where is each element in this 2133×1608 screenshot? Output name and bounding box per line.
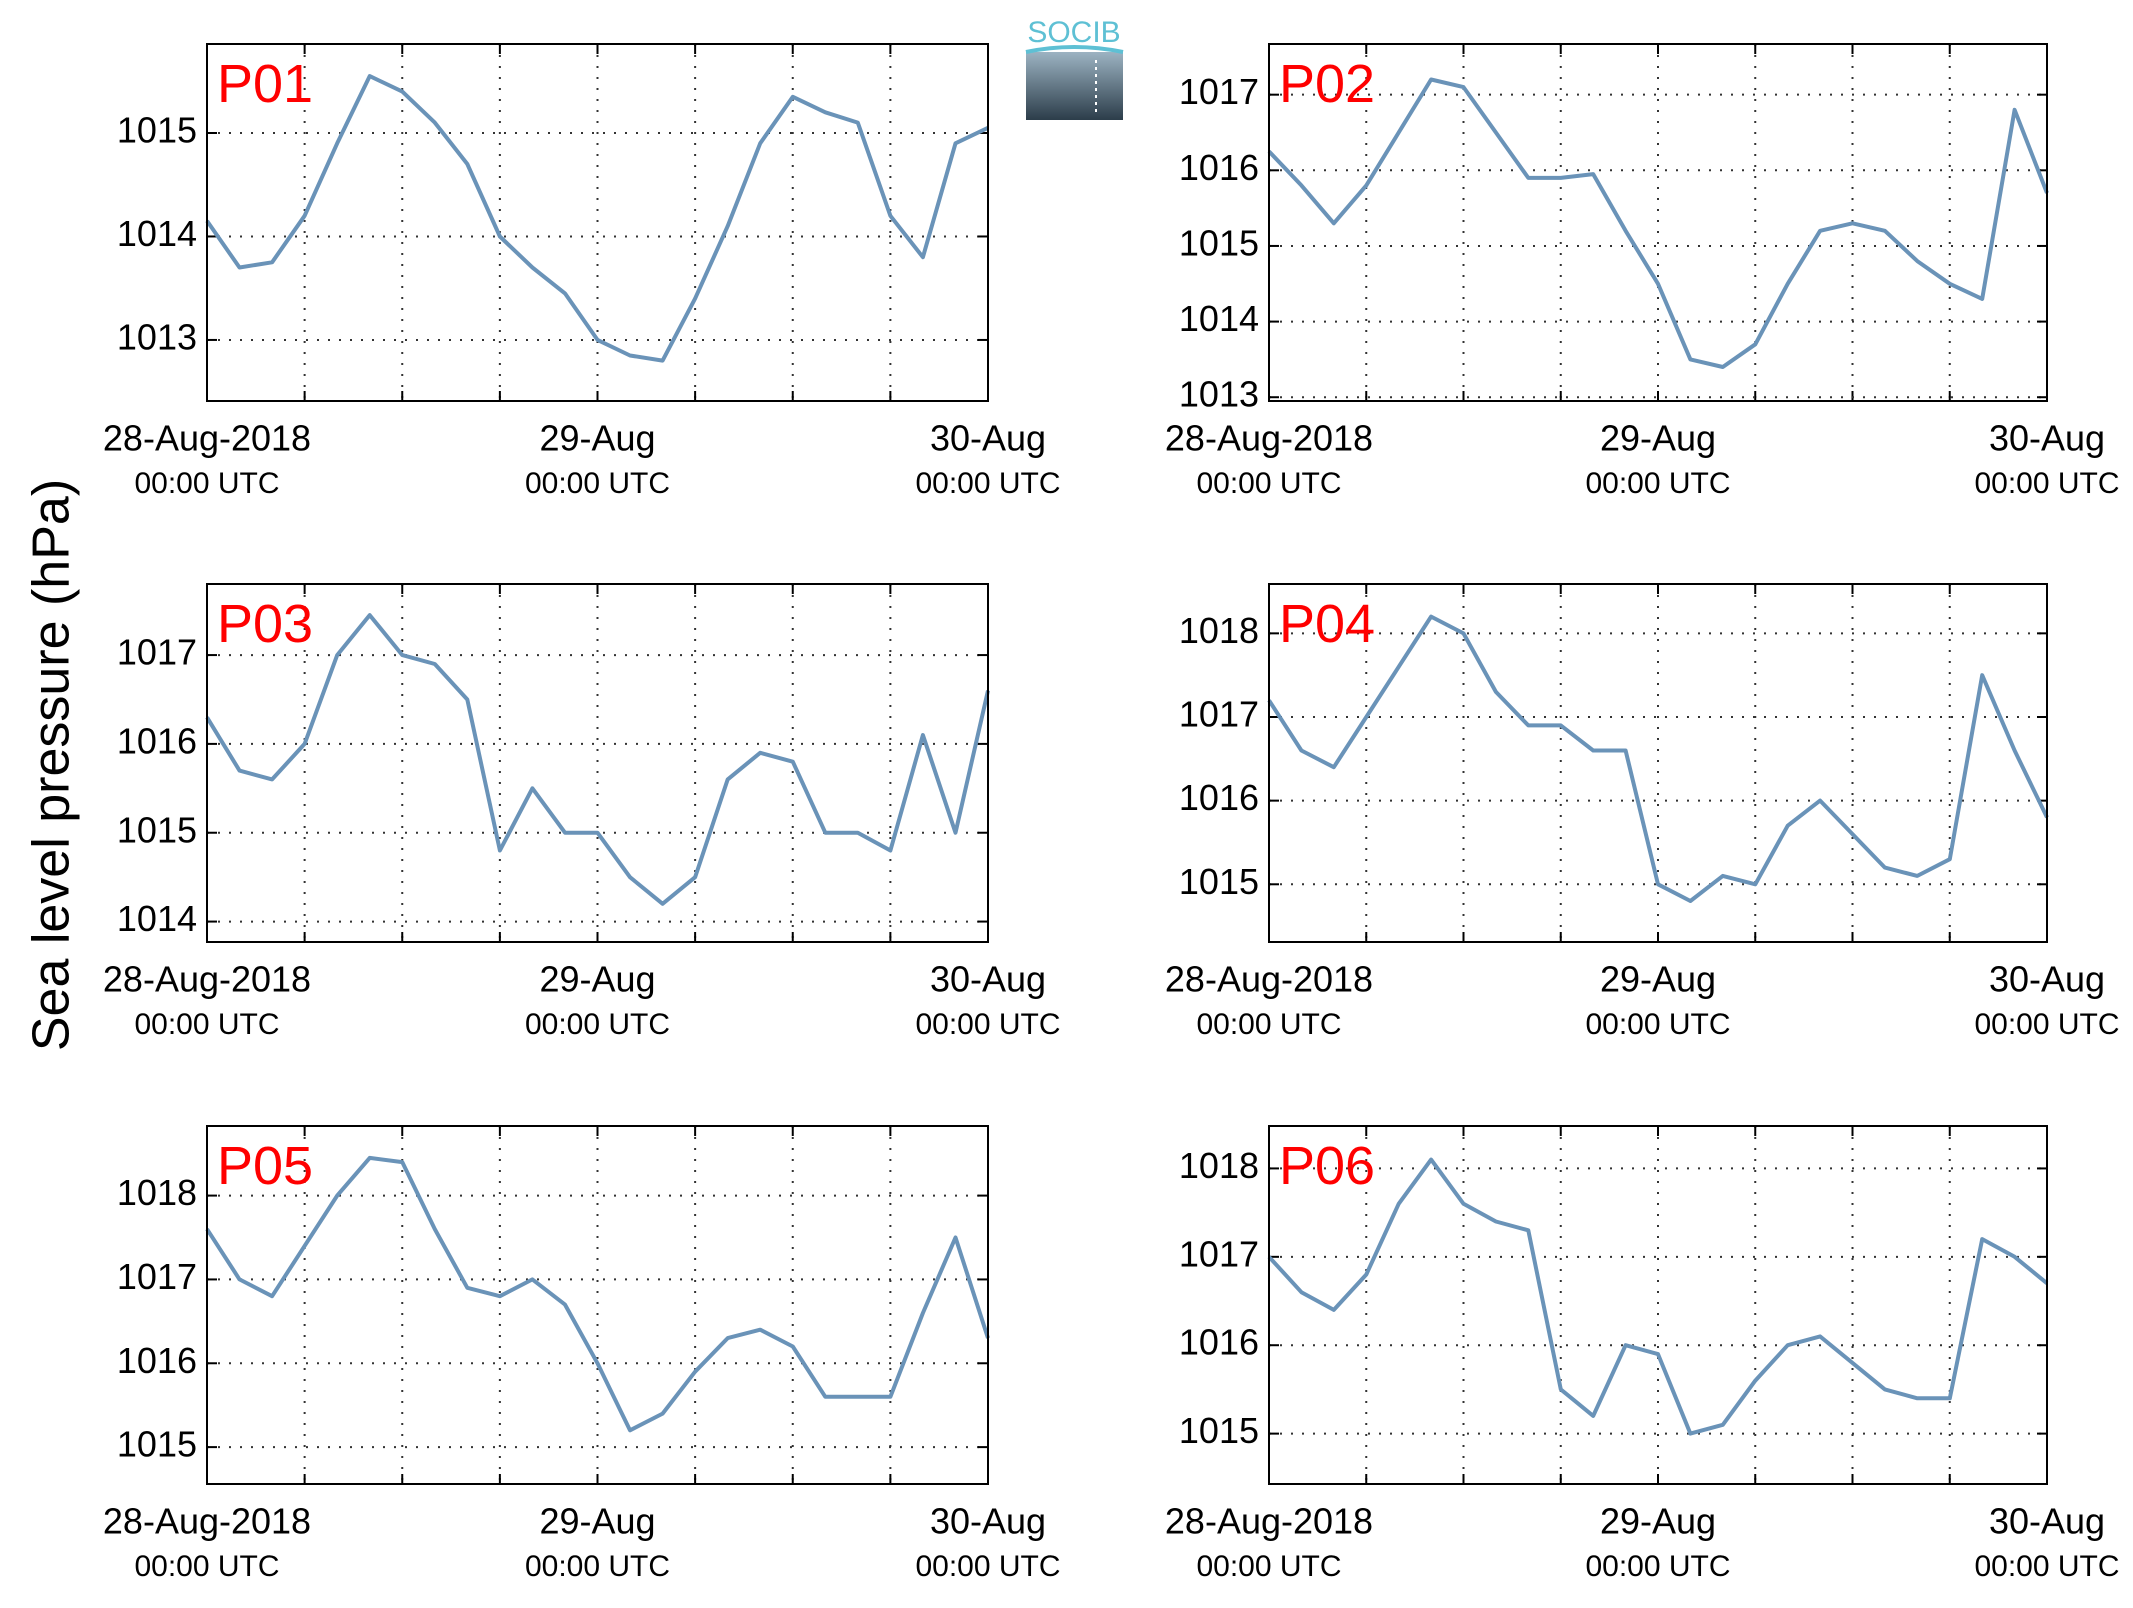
x-tick-sublabel: 00:00 UTC bbox=[915, 1008, 1060, 1041]
x-tick-label: 29-Aug bbox=[539, 418, 655, 459]
x-tick-sublabel: 00:00 UTC bbox=[525, 467, 670, 500]
x-tick-sublabel: 00:00 UTC bbox=[915, 467, 1060, 500]
y-tick-label: 1016 bbox=[117, 720, 197, 761]
y-tick-label: 1014 bbox=[1179, 298, 1259, 339]
x-tick-sublabel: 00:00 UTC bbox=[1585, 1550, 1730, 1583]
y-tick-label: 1016 bbox=[1179, 147, 1259, 188]
y-tick-label: 1013 bbox=[1179, 374, 1259, 415]
y-tick-label: 1017 bbox=[1179, 71, 1259, 112]
subplot: 28-Aug-2018 00:00 UTC 29-Aug 00:00 UTC 30-Au… bbox=[1165, 1125, 2120, 1583]
x-tick-label: 30-Aug bbox=[930, 959, 1046, 1000]
x-tick-sublabel: 00:00 UTC bbox=[1585, 467, 1730, 500]
data-line bbox=[205, 613, 990, 906]
x-tick-sublabel: 00:00 UTC bbox=[1196, 1008, 1341, 1041]
logo-block bbox=[1026, 52, 1123, 120]
x-tick-label: 29-Aug bbox=[539, 1501, 655, 1542]
x-tick-label: 30-Aug bbox=[930, 1501, 1046, 1542]
x-tick-label: 28-Aug-2018 bbox=[103, 418, 311, 459]
x-tick-sublabel: 00:00 UTC bbox=[1585, 1008, 1730, 1041]
y-tick-label: 1015 bbox=[1179, 861, 1259, 902]
x-tick-sublabel: 00:00 UTC bbox=[134, 1550, 279, 1583]
subplot: 28-Aug-2018 00:00 UTC 29-Aug 00:00 UTC 30-Au… bbox=[103, 583, 1061, 1041]
x-tick-sublabel: 00:00 UTC bbox=[525, 1008, 670, 1041]
y-tick-label: 1014 bbox=[117, 213, 197, 254]
x-tick-sublabel: 00:00 UTC bbox=[1974, 467, 2119, 500]
y-tick-label: 1015 bbox=[1179, 1410, 1259, 1451]
y-tick-label: 1017 bbox=[1179, 1233, 1259, 1274]
y-tick-label: 1016 bbox=[117, 1340, 197, 1381]
y-tick-label: 1015 bbox=[117, 110, 197, 151]
y-tick-label: 1018 bbox=[117, 1172, 197, 1213]
panel-title: P01 bbox=[217, 54, 313, 114]
panel-title: P04 bbox=[1279, 594, 1375, 654]
x-tick-label: 28-Aug-2018 bbox=[1165, 1501, 1373, 1542]
logo-wave bbox=[1025, 45, 1124, 54]
x-tick-label: 30-Aug bbox=[1989, 418, 2105, 459]
x-tick-sublabel: 00:00 UTC bbox=[134, 467, 279, 500]
x-tick-label: 30-Aug bbox=[930, 418, 1046, 459]
logo-text: SOCIB bbox=[1027, 16, 1120, 49]
x-tick-sublabel: 00:00 UTC bbox=[134, 1008, 279, 1041]
panel-title: P06 bbox=[1279, 1136, 1375, 1196]
y-tick-label: 1017 bbox=[117, 1256, 197, 1297]
plot-frame bbox=[206, 1125, 989, 1485]
data-line bbox=[1267, 77, 2049, 369]
plot-frame bbox=[1268, 583, 2048, 943]
x-tick-label: 28-Aug-2018 bbox=[1165, 959, 1373, 1000]
x-tick-label: 29-Aug bbox=[539, 959, 655, 1000]
data-line bbox=[205, 74, 989, 363]
x-tick-sublabel: 00:00 UTC bbox=[1974, 1550, 2119, 1583]
plot-area bbox=[207, 1126, 988, 1484]
x-tick-label: 28-Aug-2018 bbox=[103, 959, 311, 1000]
plot-frame bbox=[1268, 1125, 2048, 1485]
plot-frame bbox=[206, 583, 989, 943]
plot-area bbox=[1269, 44, 2047, 401]
y-tick-label: 1016 bbox=[1179, 777, 1259, 818]
y-tick-label: 1015 bbox=[117, 809, 197, 850]
y-axis-label: Sea level pressure (hPa) bbox=[23, 479, 81, 1051]
x-tick-sublabel: 00:00 UTC bbox=[1196, 467, 1341, 500]
panel-title: P05 bbox=[217, 1136, 313, 1196]
x-tick-label: 30-Aug bbox=[1989, 1501, 2105, 1542]
x-tick-label: 28-Aug-2018 bbox=[103, 1501, 311, 1542]
x-tick-label: 29-Aug bbox=[1600, 418, 1716, 459]
subplot: 28-Aug-2018 00:00 UTC 29-Aug 00:00 UTC 30-Au… bbox=[103, 1125, 1061, 1583]
data-line bbox=[205, 1155, 990, 1433]
y-tick-label: 1015 bbox=[1179, 222, 1259, 263]
panel-title: P02 bbox=[1279, 54, 1375, 114]
subplot: 28-Aug-2018 00:00 UTC 29-Aug 00:00 UTC 30-Au… bbox=[103, 43, 1061, 500]
y-tick-label: 1017 bbox=[117, 632, 197, 673]
data-line bbox=[1267, 1157, 2049, 1436]
x-tick-label: 28-Aug-2018 bbox=[1165, 418, 1373, 459]
logo: SOCIB bbox=[1025, 16, 1124, 120]
y-tick-label: 1014 bbox=[117, 898, 197, 939]
plot-area bbox=[207, 584, 988, 942]
x-tick-label: 29-Aug bbox=[1600, 1501, 1716, 1542]
x-tick-sublabel: 00:00 UTC bbox=[915, 1550, 1060, 1583]
subplot: 28-Aug-2018 00:00 UTC 29-Aug 00:00 UTC 30-Au… bbox=[1165, 583, 2120, 1041]
y-tick-label: 1016 bbox=[1179, 1322, 1259, 1363]
y-tick-label: 1013 bbox=[117, 316, 197, 357]
subplot: 28-Aug-2018 00:00 UTC 29-Aug 00:00 UTC 30-Au… bbox=[1165, 43, 2120, 500]
plot-area bbox=[207, 44, 988, 401]
plot-frame bbox=[1268, 43, 2048, 402]
x-tick-sublabel: 00:00 UTC bbox=[525, 1550, 670, 1583]
x-tick-label: 29-Aug bbox=[1600, 959, 1716, 1000]
y-tick-label: 1015 bbox=[117, 1424, 197, 1465]
x-tick-sublabel: 00:00 UTC bbox=[1196, 1550, 1341, 1583]
data-line bbox=[1267, 614, 2049, 903]
y-tick-label: 1018 bbox=[1179, 610, 1259, 651]
plot-frame bbox=[206, 43, 989, 402]
plot-area bbox=[1269, 1126, 2047, 1484]
y-tick-label: 1017 bbox=[1179, 694, 1259, 735]
plot-area bbox=[1269, 584, 2047, 942]
panel-title: P03 bbox=[217, 594, 313, 654]
y-tick-label: 1018 bbox=[1179, 1145, 1259, 1186]
x-tick-sublabel: 00:00 UTC bbox=[1974, 1008, 2119, 1041]
x-tick-label: 30-Aug bbox=[1989, 959, 2105, 1000]
